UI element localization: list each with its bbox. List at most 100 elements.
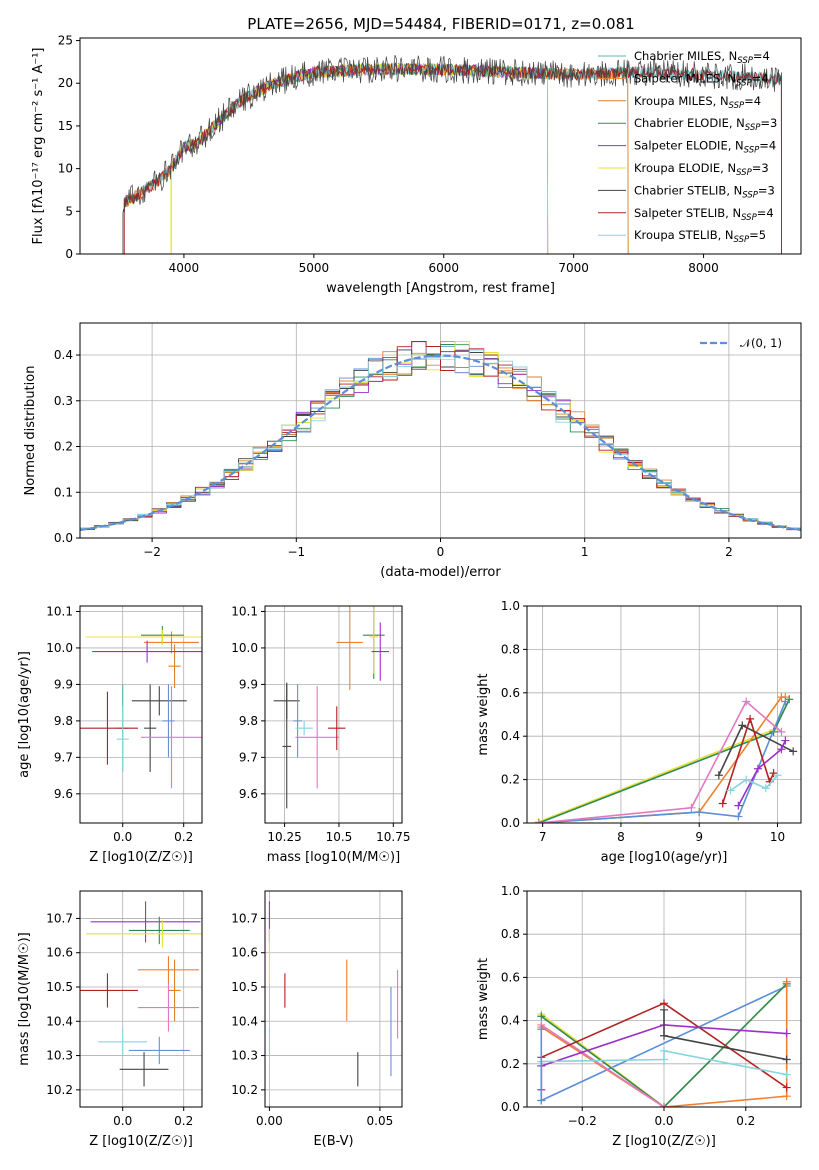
- panel-mass-vs-Z: 0.0 0.2 10.2 10.3 10.4 10.5 10.6 10.7 Z [log10(Z…: [17, 890, 203, 1149]
- x-tick-label: 0.2: [174, 830, 193, 844]
- y-tick-label: 9.8: [54, 714, 73, 728]
- panel-spectrum: Chabrier MILES, NSSP=4 Salpeter MILES, NS…: [31, 34, 802, 296]
- y-tick-label: 5: [65, 204, 73, 218]
- series-line: [540, 983, 788, 1107]
- series-point: [782, 1083, 791, 1092]
- axes-frame: [79, 605, 203, 824]
- axes-frame: [264, 605, 403, 824]
- series-point: [537, 1012, 546, 1021]
- x-tick-label: 7000: [558, 261, 589, 275]
- series-point: [753, 764, 762, 773]
- axes-frame: [264, 890, 403, 1108]
- plot-area: [265, 891, 402, 1107]
- plot-area: [265, 606, 402, 823]
- y-tick-label: 10.4: [46, 1014, 73, 1028]
- series-point: [695, 808, 704, 817]
- x-axis-label: E(B-V): [313, 1134, 353, 1149]
- legend-entry: Salpeter MILES, NSSP=4: [634, 71, 769, 88]
- series-point: [726, 786, 735, 795]
- y-tick-label: 0.0: [501, 1100, 520, 1114]
- y-tick-label: 10.3: [231, 1049, 258, 1063]
- plot-area: [80, 891, 202, 1107]
- axes-frame: [526, 605, 802, 824]
- normal-curve: [80, 354, 801, 532]
- x-tick-label: 0.0: [113, 1114, 132, 1128]
- x-tick-label: 8: [617, 830, 625, 844]
- y-tick-label: 15: [58, 119, 73, 133]
- x-tick-label: 0.0: [113, 830, 132, 844]
- y-tick-label: 10: [58, 162, 73, 176]
- spectrum-line: [123, 62, 629, 254]
- series-point: [660, 1031, 668, 1040]
- series-point: [773, 771, 782, 780]
- series-point: [789, 747, 798, 756]
- y-tick-label: 0: [65, 247, 73, 261]
- x-tick-label: 0.00: [256, 1114, 283, 1128]
- x-tick-label: 10: [770, 830, 785, 844]
- y-tick-label: 0.0: [501, 816, 520, 830]
- x-axis-label: mass [log10(M/M☉)]: [267, 850, 400, 865]
- x-tick-label: 0: [437, 545, 445, 559]
- x-tick-label: 0.0: [654, 1114, 673, 1128]
- y-tick-label: 0.6: [501, 970, 520, 984]
- y-tick-label: 0.4: [501, 729, 520, 743]
- x-tick-label: −0.2: [568, 1114, 597, 1128]
- series-point: [660, 1055, 668, 1064]
- panel-mass-weight-vs-age: 7 8 9 10 0.0 0.2 0.4 0.6 0.8 1.0 age [log10(age/yr…: [476, 599, 802, 865]
- figure-title: PLATE=2656, MJD=54484, FIBERID=0171, z=0…: [247, 15, 634, 33]
- series-point: [742, 775, 751, 784]
- y-tick-label: 25: [58, 34, 73, 48]
- x-axis-label: Z [log10(Z/Z☉)]: [89, 1134, 193, 1149]
- series-line: [540, 1024, 665, 1107]
- series-point: [782, 1029, 791, 1038]
- y-tick-label: 0.2: [501, 773, 520, 787]
- x-axis-label: wavelength [Angstrom, rest frame]: [326, 281, 555, 296]
- y-tick-label: 9.6: [239, 787, 258, 801]
- x-tick-label: 2: [725, 545, 733, 559]
- legend-entry: Kroupa MILES, NSSP=4: [634, 94, 761, 111]
- y-axis-label: Normed distribution: [23, 366, 38, 496]
- series-point: [718, 799, 727, 808]
- y-tick-label: 0.2: [54, 440, 73, 454]
- y-axis-label: mass [log10(M/M☉)]: [17, 932, 32, 1065]
- x-tick-label: 4000: [169, 261, 200, 275]
- x-tick-label: −1: [287, 545, 305, 559]
- series-point: [777, 745, 786, 754]
- x-tick-label: 10.75: [376, 830, 410, 844]
- series-line: [538, 696, 786, 823]
- spectrum-line: [170, 62, 549, 254]
- panel-age-vs-mass: 10.25 10.5 10.75 9.6 9.7 9.8 9.9 10.0 10.1 mass […: [231, 604, 410, 865]
- series-line: [538, 700, 782, 823]
- y-tick-label: 0.4: [54, 348, 73, 362]
- y-tick-label: 20: [58, 76, 73, 90]
- x-tick-label: −2: [143, 545, 161, 559]
- y-axis-label: mass weight: [476, 673, 491, 755]
- plot-area: [527, 891, 801, 1107]
- x-tick-label: 9: [695, 830, 703, 844]
- y-axis-label: Flux [fλ10⁻¹⁷ erg cm⁻² s⁻¹ A⁻¹]: [31, 48, 46, 245]
- series-point: [714, 771, 723, 780]
- y-tick-label: 10.4: [231, 1014, 258, 1028]
- plot-area: [80, 606, 202, 823]
- y-tick-label: 10.7: [46, 911, 73, 925]
- series-point: [777, 727, 786, 736]
- series-point: [782, 1092, 791, 1101]
- series-point: [660, 1005, 668, 1014]
- x-axis-label: Z [log10(Z/Z☉)]: [612, 1134, 716, 1149]
- series-point: [781, 736, 790, 745]
- x-tick-label: 6000: [428, 261, 459, 275]
- y-tick-label: 0.2: [501, 1057, 520, 1071]
- legend-entry: Chabrier ELODIE, NSSP=3: [634, 116, 777, 133]
- y-tick-label: 9.7: [54, 750, 73, 764]
- series-point: [537, 1096, 546, 1105]
- x-tick-label: 7: [539, 830, 547, 844]
- x-tick-label: 0.2: [174, 1114, 193, 1128]
- plot-area: [122, 55, 782, 254]
- x-tick-label: 8000: [688, 261, 719, 275]
- x-axis-label: (data-model)/error: [380, 565, 501, 580]
- y-tick-label: 0.6: [501, 686, 520, 700]
- series-point: [742, 697, 751, 706]
- axes-frame: [79, 890, 203, 1108]
- y-tick-label: 10.2: [231, 1083, 258, 1097]
